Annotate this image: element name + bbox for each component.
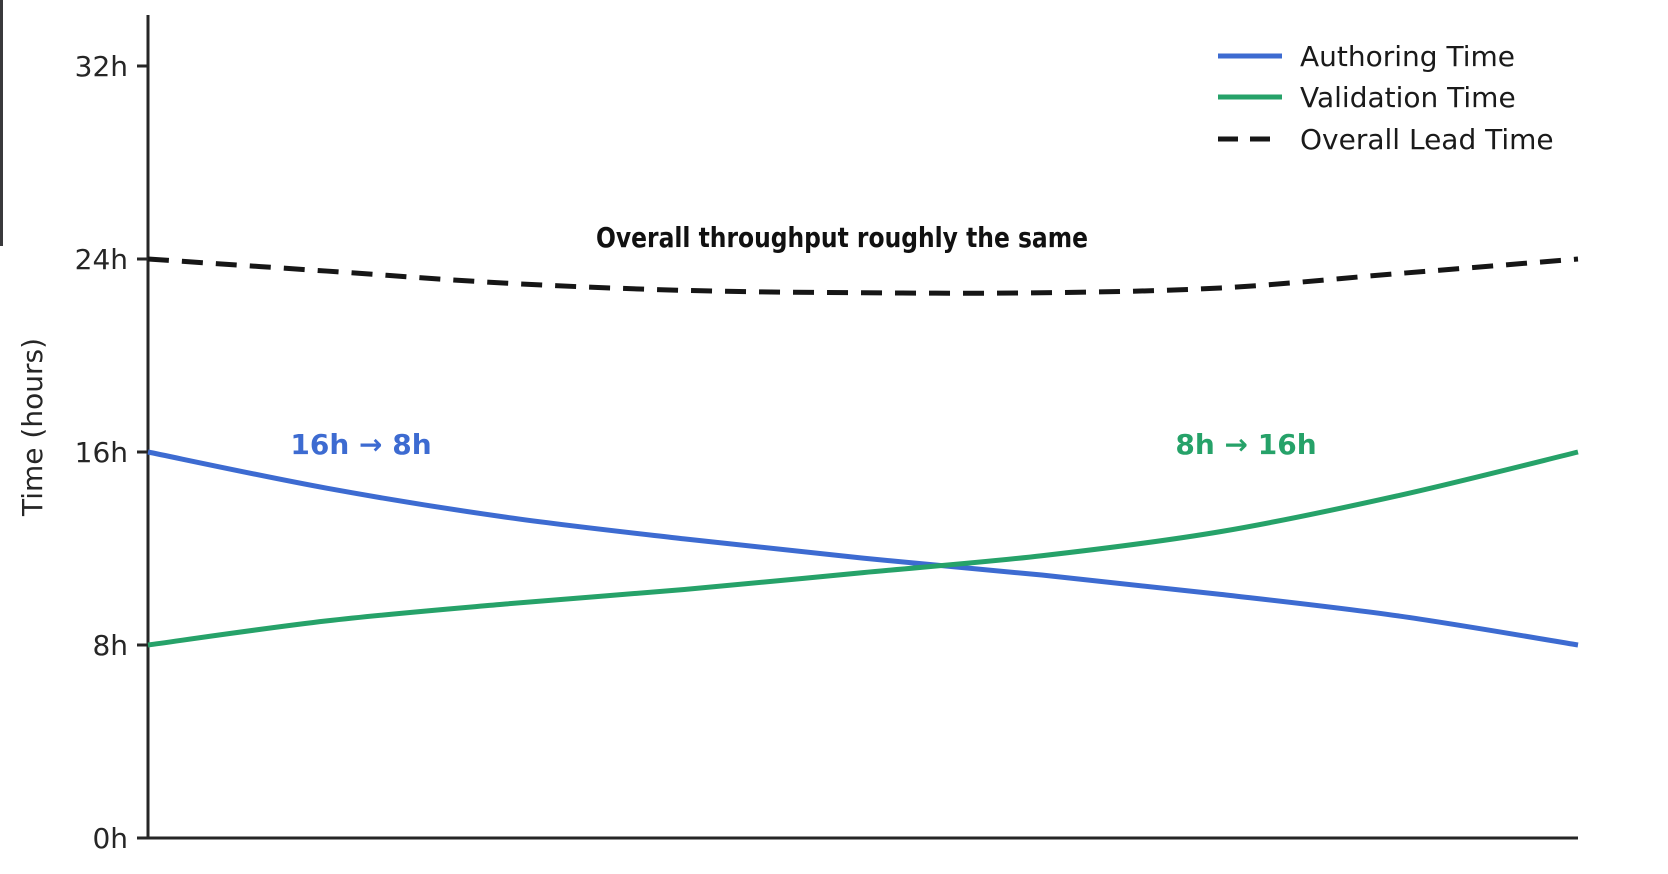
annotation-authoring-change: 16h → 8h xyxy=(290,428,431,461)
annotation-overall-throughput: Overall throughput roughly the same xyxy=(596,221,1088,254)
y-axis-ticks: 0h 8h 16h 24h 32h xyxy=(75,50,149,855)
legend-entry-authoring: Authoring Time xyxy=(1218,40,1515,73)
screen-edge-artifact xyxy=(0,0,3,246)
y-tick-label: 8h xyxy=(92,629,128,662)
legend-label-overall: Overall Lead Time xyxy=(1300,123,1554,156)
y-axis-title: Time (hours) xyxy=(16,338,49,517)
validation-line xyxy=(147,449,1579,648)
authoring-line xyxy=(147,449,1579,648)
axes: 0h 8h 16h 24h 32h Time (hours) xyxy=(16,15,1578,855)
legend-label-validation: Validation Time xyxy=(1300,81,1516,114)
legend-entry-overall: Overall Lead Time xyxy=(1218,123,1554,156)
y-tick-label: 0h xyxy=(92,822,128,855)
series-lines xyxy=(147,256,1579,648)
legend-label-authoring: Authoring Time xyxy=(1300,40,1515,73)
overall-lead-line xyxy=(147,256,1579,296)
annotation-validation-change: 8h → 16h xyxy=(1175,428,1316,461)
y-tick-label: 32h xyxy=(75,50,128,83)
legend: Authoring Time Validation Time Overall L… xyxy=(1218,40,1554,156)
legend-entry-validation: Validation Time xyxy=(1218,81,1516,114)
y-tick-label: 16h xyxy=(75,436,128,469)
annotations: Overall throughput roughly the same 16h … xyxy=(290,221,1316,461)
y-tick-label: 24h xyxy=(75,243,128,276)
